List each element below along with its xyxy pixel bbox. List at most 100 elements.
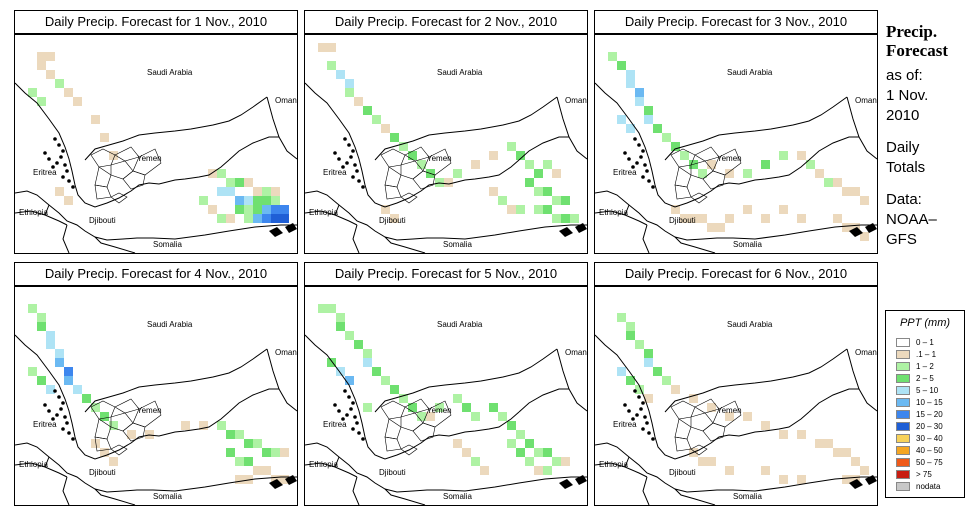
island-dot: [61, 427, 65, 431]
rain-cell: [617, 115, 626, 124]
border-line: [664, 96, 848, 161]
rain-cell: [345, 88, 354, 97]
island-dot: [51, 165, 55, 169]
rain-cell: [390, 133, 399, 142]
rain-cell: [46, 331, 55, 340]
island-dot: [71, 437, 75, 441]
rain-cell: [399, 142, 408, 151]
map-label-somalia: Somalia: [733, 240, 762, 249]
border-line: [384, 236, 426, 253]
governorate-line: [400, 192, 418, 204]
rain-cell: [262, 205, 271, 214]
rain-cell: [381, 205, 390, 214]
island-dot: [633, 389, 637, 393]
rain-cell: [73, 385, 82, 394]
rain-cell: [662, 376, 671, 385]
legend-label: 1 – 2: [916, 362, 934, 371]
island-dot: [61, 175, 65, 179]
island: [285, 223, 297, 233]
rain-cell: [64, 367, 73, 376]
border-line: [352, 476, 360, 505]
rain-cell: [644, 106, 653, 115]
map-label-ethiopia: Ethiopia: [309, 208, 338, 217]
map-label-djibouti: Djibouti: [89, 216, 116, 225]
governorate-line: [114, 146, 140, 162]
panel-title: Daily Precip. Forecast for 1 Nov., 2010: [14, 10, 298, 34]
rain-cell: [235, 475, 244, 484]
rain-cell: [100, 412, 109, 421]
islands: [43, 389, 297, 489]
border-line: [62, 476, 70, 505]
governorate-line: [412, 422, 436, 442]
island-dot: [55, 161, 59, 165]
map-label-eritrea: Eritrea: [33, 168, 57, 177]
forecast-panel-6: Daily Precip. Forecast for 6 Nov., 2010 …: [594, 262, 878, 506]
rain-cell: [707, 160, 716, 169]
rain-cell: [253, 196, 262, 205]
rain-cell: [653, 124, 662, 133]
rain-cell: [525, 457, 534, 466]
rain-cell: [109, 457, 118, 466]
rain-cell: [408, 151, 417, 160]
border-line: [228, 388, 279, 413]
rain-cell: [833, 448, 842, 457]
border-line: [374, 96, 558, 161]
map-label-eritrea: Eritrea: [323, 168, 347, 177]
island-dot: [43, 403, 47, 407]
island-dot: [639, 155, 643, 159]
legend-swatch: [896, 374, 910, 383]
country-borders: [15, 82, 297, 253]
island-dot: [57, 143, 61, 147]
rain-cell: [815, 169, 824, 178]
rain-cell: [626, 322, 635, 331]
governorate-line: [400, 444, 418, 456]
rain-cell: [280, 448, 289, 457]
forecast-panel-5: Daily Precip. Forecast for 5 Nov., 2010 …: [304, 262, 588, 506]
border-line: [846, 96, 877, 160]
islands: [333, 137, 587, 237]
legend-swatch: [896, 362, 910, 371]
legend-item: 30 – 40: [896, 433, 943, 444]
map-area: Saudi Arabia Oman Yemen Eritrea Ethiopia Djib…: [594, 286, 878, 506]
rain-cell: [244, 205, 253, 214]
legend-swatch: [896, 482, 910, 491]
rain-cells: [318, 43, 579, 223]
rain-cell: [779, 151, 788, 160]
map-label-somalia: Somalia: [733, 492, 762, 501]
legend-item: 20 – 30: [896, 421, 943, 432]
rain-cell: [336, 367, 345, 376]
legend-item: 5 – 10: [896, 385, 938, 396]
island-dot: [357, 179, 361, 183]
governorate-line: [114, 398, 140, 414]
governorate-line: [694, 146, 720, 162]
rain-cell: [525, 160, 534, 169]
rain-cell: [318, 43, 327, 52]
governorate-line: [384, 166, 402, 188]
rain-cell: [28, 367, 37, 376]
rain-cell: [707, 403, 716, 412]
rain-cell: [55, 187, 64, 196]
map-svg: Saudi Arabia Oman Yemen Eritrea Ethiopia Djib…: [305, 304, 587, 505]
island: [285, 475, 297, 485]
legend-swatch: [896, 338, 910, 347]
map-label-yemen: Yemen: [427, 406, 452, 415]
rain-cell: [626, 331, 635, 340]
info-sidebar: Precip. Forecast as of: 1 Nov. 2010 Dail…: [886, 22, 968, 250]
rain-cells: [28, 52, 289, 223]
rain-cell: [671, 142, 680, 151]
rain-cell: [471, 412, 480, 421]
rain-cell: [37, 61, 46, 70]
rain-cell: [55, 79, 64, 88]
island-dot: [349, 155, 353, 159]
rain-cell: [698, 169, 707, 178]
rain-cell: [498, 196, 507, 205]
rain-cell: [635, 385, 644, 394]
map-label-somalia: Somalia: [443, 240, 472, 249]
rain-cell: [199, 196, 208, 205]
rain-cell: [797, 475, 806, 484]
rain-cell: [543, 448, 552, 457]
rain-cell: [516, 448, 525, 457]
island-dot: [351, 427, 355, 431]
rain-cell: [327, 358, 336, 367]
rain-cell: [842, 475, 851, 484]
